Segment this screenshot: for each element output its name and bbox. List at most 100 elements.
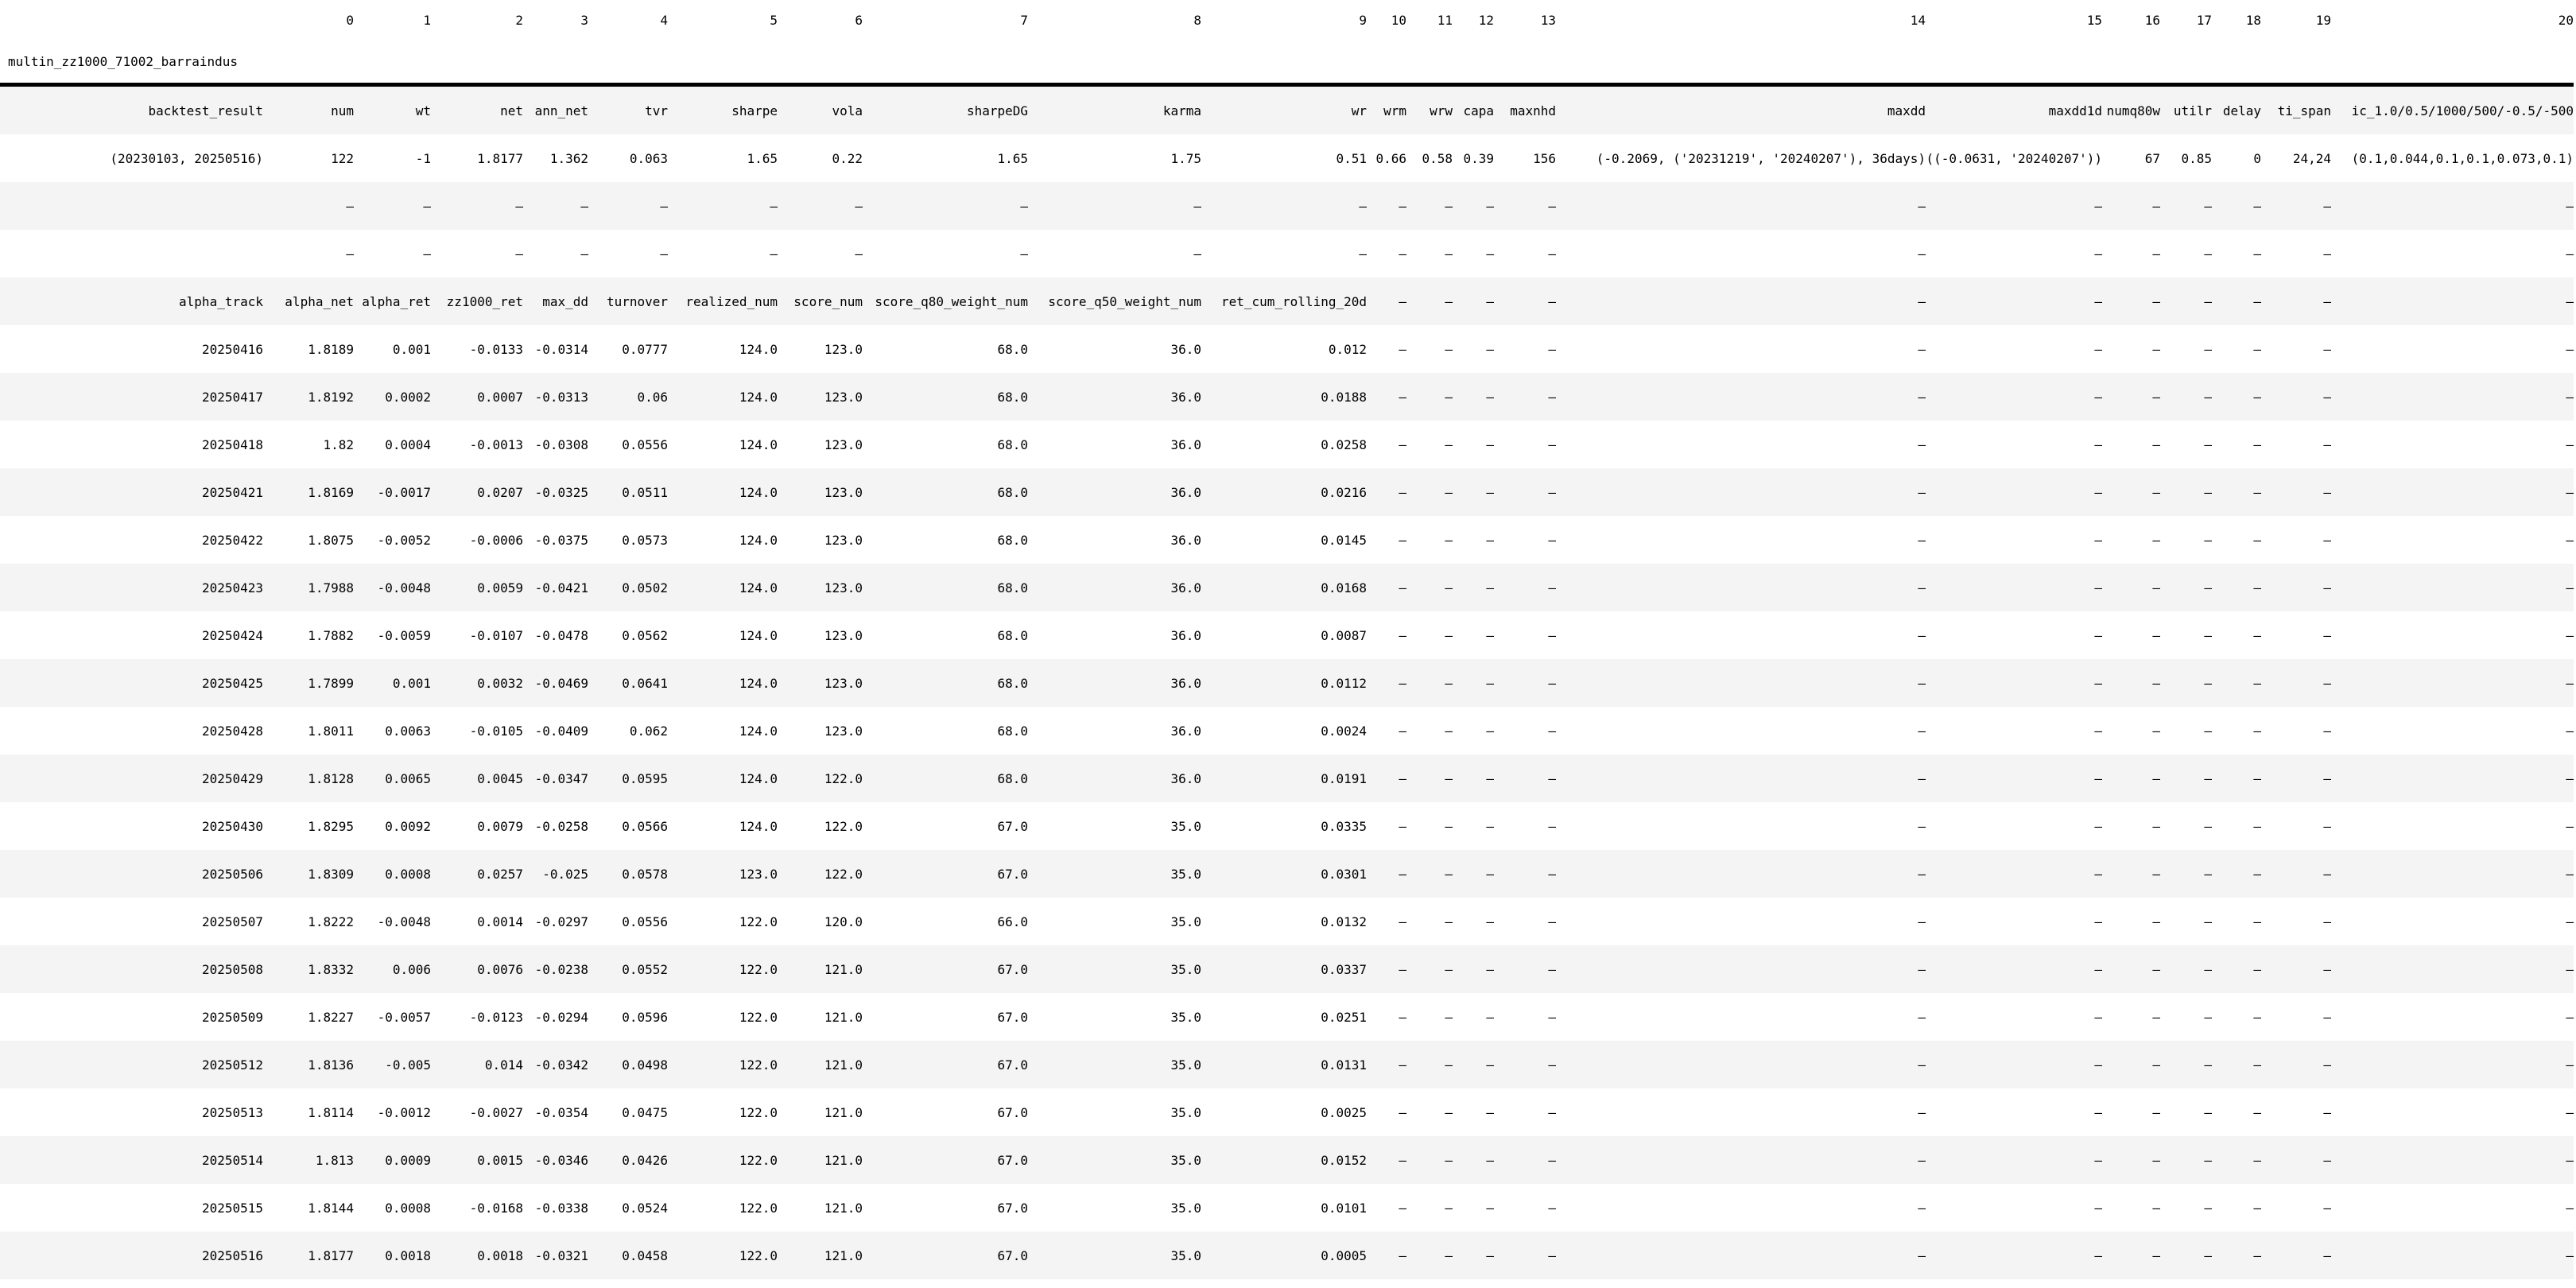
cell: — — [1494, 1136, 1556, 1184]
cell: 0.66 — [1375, 150, 1406, 166]
cell: 0.0007 — [431, 373, 523, 421]
cell: — — [2152, 627, 2160, 643]
cell: — — [2102, 277, 2160, 325]
cell: — — [2160, 1041, 2212, 1088]
column-index: 19 — [2261, 0, 2331, 40]
cell: 1.8227 — [308, 1009, 354, 1025]
cell: 0.012 — [1328, 341, 1367, 357]
cell: — — [2566, 246, 2574, 262]
cell: — — [2261, 564, 2331, 611]
cell: — — [1926, 1041, 2102, 1088]
cell: (-0.2069, ('20231219', '20240207'), 36da… — [1596, 150, 1926, 166]
cell: 67.0 — [997, 1009, 1028, 1025]
cell: — — [1367, 1232, 1406, 1279]
cell: (0.1,0.044,0.1,0.1,0.073,0.1) — [2351, 150, 2574, 166]
cell: — — [1406, 182, 1453, 230]
cell: — — [1556, 755, 1926, 802]
column-header: capa — [1453, 83, 1494, 134]
row-label: 20250513 — [201, 1104, 263, 1120]
column-index: 4 — [588, 0, 668, 40]
cell: 68.0 — [997, 341, 1028, 357]
cell: 0.0132 — [1321, 914, 1367, 929]
column-index: 16 — [2102, 0, 2160, 40]
cell: — — [2331, 945, 2574, 993]
cell: — — [2261, 1232, 2331, 1279]
cell: 121.0 — [824, 1104, 863, 1120]
cell: 35.0 — [1028, 945, 1201, 993]
column-index: 18 — [2212, 0, 2261, 40]
cell: 0 — [2253, 150, 2261, 166]
cell: — — [1556, 182, 1926, 230]
cell: -0.0409 — [534, 723, 588, 739]
cell: — — [1367, 850, 1406, 898]
cell: — — [1399, 1104, 1406, 1120]
cell: 123.0 — [824, 627, 863, 643]
cell: — — [660, 246, 668, 262]
cell: — — [1193, 246, 1201, 262]
cell: — — [2152, 1200, 2160, 1216]
cell: 0.001 — [354, 659, 431, 707]
cell: 0.0131 — [1201, 1041, 1367, 1088]
table-row: 20250513 1.8114 -0.0012 -0.0027 -0.0354 0.047… — [0, 1088, 2574, 1136]
column-header: net — [431, 83, 523, 134]
cell: turnover — [588, 277, 668, 325]
table-head: 0 1 2 3 4 5 6 7 8 9 10 11 12 13 14 15 16 17 18 19 20 multin_… — [0, 0, 2574, 134]
cell: — — [1548, 723, 1556, 739]
column-index: 12 — [1453, 0, 1494, 40]
cell: — — [1445, 723, 1453, 739]
row-label: 20250430 — [201, 818, 263, 834]
cell: — — [1494, 182, 1556, 230]
cell: — — [1399, 627, 1406, 643]
cell: -0.0313 — [523, 373, 588, 421]
cell: 121.0 — [778, 1041, 863, 1088]
cell: — — [2331, 564, 2574, 611]
cell: — — [1367, 1041, 1406, 1088]
cell: -0.0294 — [534, 1009, 588, 1025]
cell: — — [2094, 436, 2102, 452]
table-row: 20250425 1.7899 0.001 0.0032 -0.0469 0.0641 12… — [0, 659, 2574, 707]
cell: 1.65 — [747, 150, 778, 166]
cell: -0.0238 — [523, 945, 588, 993]
cell: — — [1020, 246, 1028, 262]
cell: 0.0079 — [477, 818, 523, 834]
cell: alpha_net — [263, 277, 354, 325]
cell: — — [1486, 818, 1494, 834]
cell: — — [2566, 723, 2574, 739]
cell: 0.0502 — [588, 564, 668, 611]
cell: — — [2204, 627, 2212, 643]
cell: — — [1918, 436, 1926, 452]
cell: — — [2261, 659, 2331, 707]
cell: alpha_ret — [354, 277, 431, 325]
cell: 0.51 — [1336, 150, 1367, 166]
cell: — — [2323, 818, 2331, 834]
row-label: 20250508 — [0, 945, 263, 993]
cell: 123.0 — [778, 659, 863, 707]
cell: — — [2331, 755, 2574, 802]
table-body: (20230103, 20250516) 122 -1 1.8177 1.362 0.06… — [0, 134, 2574, 1279]
cell: — — [2102, 850, 2160, 898]
cell: — — [2261, 755, 2331, 802]
cell: 124.0 — [739, 532, 778, 548]
cell: — — [1367, 468, 1406, 516]
cell: — — [2331, 182, 2574, 230]
cell: — — [2212, 1041, 2261, 1088]
cell: 122.0 — [739, 1200, 778, 1216]
cell: — — [1399, 723, 1406, 739]
cell: 0.0301 — [1201, 850, 1367, 898]
cell: 35.0 — [1028, 1232, 1201, 1279]
cell: score_q50_weight_num — [1028, 277, 1201, 325]
cell: — — [2566, 818, 2574, 834]
cell: 0.0059 — [431, 564, 523, 611]
cell: — — [1548, 1104, 1556, 1120]
cell: 122.0 — [778, 755, 863, 802]
cell: 123.0 — [778, 373, 863, 421]
column-index: 0 — [263, 0, 354, 40]
cell: 67.0 — [997, 1104, 1028, 1120]
cell: 36.0 — [1028, 564, 1201, 611]
column-index: 2 — [431, 0, 523, 40]
cell: score_num — [778, 277, 863, 325]
cell: — — [2253, 436, 2261, 452]
cell: — — [1926, 1136, 2102, 1184]
